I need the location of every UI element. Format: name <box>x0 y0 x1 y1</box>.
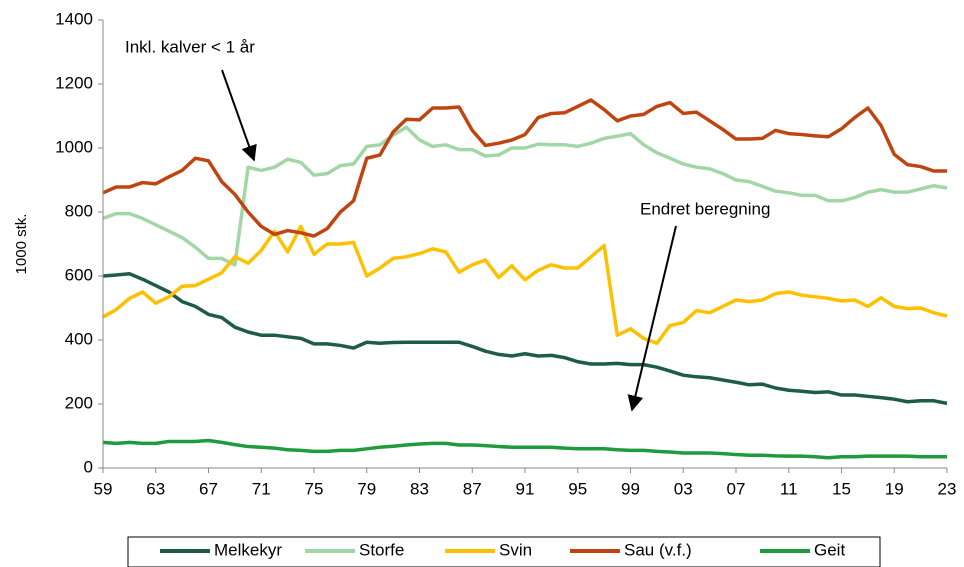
y-tick-label: 800 <box>65 201 93 220</box>
line-series <box>102 272 948 406</box>
legend-box <box>127 536 881 567</box>
annotation-arrow <box>627 225 677 412</box>
x-tick-label: 75 <box>305 479 324 498</box>
y-tick-label: 1000 <box>55 137 93 156</box>
x-tick-label: 59 <box>94 479 113 498</box>
y-tick-label: 1400 <box>55 9 93 28</box>
line-series <box>102 438 947 460</box>
x-tick-label: 87 <box>463 479 482 498</box>
annotation-arrow <box>221 69 257 162</box>
y-tick-label: 1200 <box>55 73 93 92</box>
x-tick-label: 63 <box>146 479 165 498</box>
y-tick-label: 200 <box>65 393 93 412</box>
x-tick-label: 91 <box>516 479 535 498</box>
line-series <box>102 98 947 238</box>
x-tick-label: 03 <box>674 479 693 498</box>
legend-label: Storfe <box>359 540 404 559</box>
x-tick-label: 11 <box>780 479 798 498</box>
x-tick-label: 67 <box>199 479 218 498</box>
legend-label: Svin <box>499 540 532 559</box>
x-tick-label: 83 <box>410 479 429 498</box>
y-tick-label: 600 <box>65 265 93 284</box>
x-tick-label: 23 <box>938 479 957 498</box>
x-tick-label: 19 <box>885 479 904 498</box>
legend-label: Geit <box>814 540 845 559</box>
y-axis-label: 1000 stk. <box>13 214 30 275</box>
annotation: Inkl. kalver < 1 år <box>125 37 255 56</box>
line-series <box>102 125 948 267</box>
legend-label: Sau (v.f.) <box>624 540 692 559</box>
annotation: Endret beregning <box>640 199 770 218</box>
line-series <box>102 224 948 345</box>
x-tick-label: 07 <box>727 479 746 498</box>
x-tick-label: 99 <box>621 479 640 498</box>
x-tick-label: 95 <box>568 479 587 498</box>
x-tick-label: 79 <box>357 479 376 498</box>
x-tick-label: 15 <box>832 479 851 498</box>
legend-label: Melkekyr <box>214 540 282 559</box>
x-tick-label: 71 <box>252 479 271 498</box>
y-tick-label: 0 <box>84 457 93 476</box>
y-tick-label: 400 <box>65 329 93 348</box>
